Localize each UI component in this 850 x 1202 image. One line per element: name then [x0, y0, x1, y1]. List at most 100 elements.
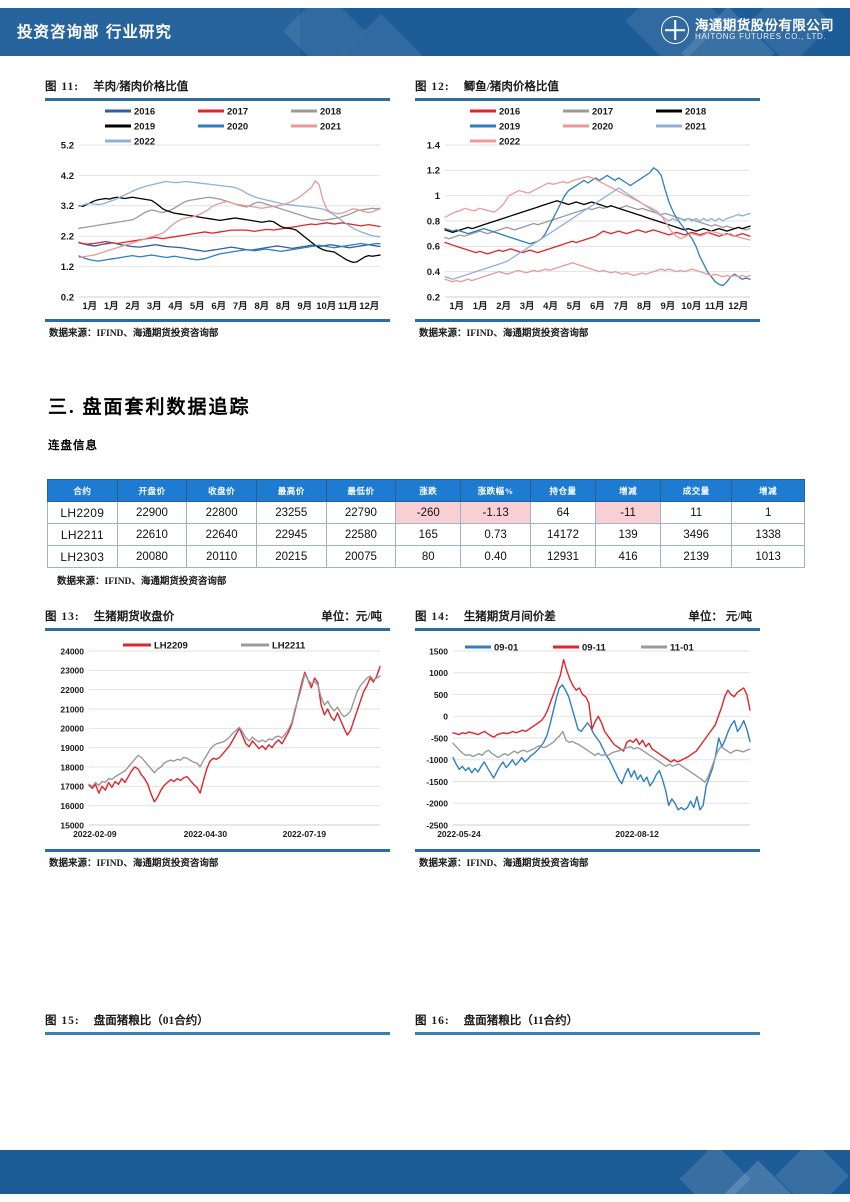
- svg-text:12月: 12月: [728, 301, 748, 312]
- svg-text:1月: 1月: [473, 301, 488, 312]
- figure-12-source-rule: [415, 319, 760, 322]
- figure-16-label: 盘面猪粮比（11合约）: [463, 1015, 579, 1027]
- svg-text:2022-02-09: 2022-02-09: [73, 829, 117, 839]
- svg-text:1月: 1月: [82, 301, 97, 312]
- table-col-header-5: 涨跌: [395, 479, 462, 502]
- figure-13-plot: 15000 16000 17000 18000 19000 20000 21000 22000…: [45, 631, 390, 849]
- table-col-header-4: 最低价: [325, 479, 397, 502]
- svg-text:4月: 4月: [168, 301, 183, 312]
- table-cell: -11: [595, 501, 662, 524]
- figure-12-plot: 0.2 0.4 0.6 0.8 1 1.2 1.4 1月 1月 2月 3月 4月 5月 6月 7月 8月 9月 1…: [415, 101, 760, 319]
- svg-text:1月: 1月: [449, 301, 464, 312]
- svg-text:LH2209: LH2209: [154, 641, 188, 652]
- figure-11-plot: 0.2 1.2 2.2 3.2 4.2 5.2 1月 1月 2月 3月 4月 5月 6月 7月 8月 8月 9月…: [45, 101, 390, 319]
- table-col-header-8: 增减: [595, 479, 662, 502]
- figure-14-label: 生猪期货月间价差: [463, 611, 556, 623]
- table-col-header-2: 收盘价: [186, 479, 257, 502]
- svg-text:12月: 12月: [359, 301, 379, 312]
- figure-15: 图 15: 盘面猪粮比（01合约）: [45, 1012, 390, 1035]
- svg-text:1.4: 1.4: [427, 140, 441, 151]
- table-cell: 1: [731, 501, 805, 524]
- figure-13: 图 13: 生猪期货收盘价 单位：元/吨 15000 16000 17000 1800…: [45, 608, 390, 869]
- svg-text:1: 1: [435, 191, 441, 202]
- section-heading: 三. 盘面套利数据追踪: [48, 397, 251, 418]
- svg-text:2022-04-30: 2022-04-30: [184, 829, 228, 839]
- svg-text:0.2: 0.2: [427, 292, 440, 303]
- svg-text:2017: 2017: [227, 107, 248, 118]
- svg-text:24000: 24000: [60, 646, 84, 656]
- svg-text:5月: 5月: [567, 301, 582, 312]
- table-col-header-0: 合约: [47, 479, 118, 502]
- table-cell: 64: [529, 501, 597, 524]
- table-cell: 22800: [186, 501, 257, 524]
- svg-text:1.2: 1.2: [427, 166, 440, 177]
- figure-13-source-rule: [45, 849, 390, 852]
- svg-text:1.2: 1.2: [61, 262, 74, 273]
- figure-14: 图 14: 生猪期货月间价差 单位： 元/吨 -2500 -2000 -1500 -1…: [415, 608, 760, 869]
- svg-text:2021: 2021: [320, 122, 342, 133]
- table-cell: 0.73: [460, 523, 531, 546]
- figure-14-source: 数据来源：IFIND、海通期货投资咨询部: [419, 858, 589, 869]
- figure-11-rule: [45, 98, 390, 101]
- table-cell: 22945: [255, 523, 327, 546]
- svg-text:1月: 1月: [104, 301, 119, 312]
- svg-text:0.8: 0.8: [427, 216, 440, 227]
- svg-text:10月: 10月: [681, 301, 701, 312]
- figure-14-source-rule: [415, 849, 760, 852]
- footer-diamond-decoration: [775, 1150, 849, 1194]
- table-row: LH2211 22610 22640 22945 22580 165 0.73 14172 13…: [47, 523, 805, 546]
- svg-text:3月: 3月: [520, 301, 535, 312]
- figure-12: 图 12: 鲫鱼/猪肉价格比值 0.2 0.4 0.6 0.8 1 1.2 1.4 1月 1月 2…: [415, 78, 760, 339]
- table-cell-contract: LH2303: [47, 545, 118, 568]
- figure-15-rule: [45, 1032, 390, 1035]
- figure-13-label: 生猪期货收盘价: [93, 611, 175, 623]
- table-cell: 2139: [660, 545, 733, 568]
- svg-text:2022: 2022: [134, 137, 155, 148]
- haitong-globe-icon: [661, 16, 689, 44]
- svg-text:2022-08-12: 2022-08-12: [615, 829, 659, 839]
- figure-11-title: 图 11: 羊肉/猪肉价格比值: [45, 78, 390, 94]
- svg-text:2021: 2021: [685, 122, 707, 133]
- svg-text:-500: -500: [431, 733, 448, 743]
- svg-text:2017: 2017: [592, 107, 613, 118]
- svg-text:11月: 11月: [705, 301, 725, 312]
- svg-text:22000: 22000: [60, 685, 84, 695]
- figure-15-label: 盘面猪粮比（01合约）: [93, 1015, 209, 1027]
- figure-13-number: 图 13:: [45, 611, 80, 623]
- figure-13-source: 数据来源：IFIND、海通期货投资咨询部: [49, 858, 219, 869]
- figure-16-number: 图 16:: [415, 1015, 450, 1027]
- svg-text:2022: 2022: [499, 137, 520, 148]
- svg-text:500: 500: [434, 690, 448, 700]
- table-cell: 22790: [325, 501, 397, 524]
- svg-text:18000: 18000: [60, 762, 84, 772]
- figure-15-number: 图 15:: [45, 1015, 80, 1027]
- svg-text:19000: 19000: [60, 743, 84, 753]
- table-cell: 3496: [660, 523, 733, 546]
- figure-16-title: 图 16: 盘面猪粮比（11合约）: [415, 1012, 760, 1028]
- svg-text:0.4: 0.4: [427, 267, 441, 278]
- svg-text:5.2: 5.2: [61, 140, 74, 151]
- figure-12-number: 图 12:: [415, 81, 450, 93]
- svg-text:6月: 6月: [590, 301, 605, 312]
- svg-text:2022-05-24: 2022-05-24: [437, 829, 481, 839]
- table-cell-contract: LH2211: [47, 523, 118, 546]
- svg-text:7月: 7月: [614, 301, 629, 312]
- svg-text:09-01: 09-01: [494, 643, 519, 654]
- header-title: 投资咨询部 行业研究: [17, 23, 172, 41]
- table-row: LH2209 22900 22800 23255 22790 -260 -1.13 64 -11…: [47, 501, 805, 524]
- table-cell: 0.40: [460, 545, 531, 568]
- table-col-header-1: 开盘价: [116, 479, 188, 502]
- table-source-note: 数据来源：IFIND、海通期货投资咨询部: [57, 577, 227, 587]
- figure-13-unit: 单位：元/吨: [321, 611, 382, 623]
- svg-text:2018: 2018: [320, 107, 341, 118]
- header-band: [0, 8, 300, 56]
- table-row: LH2303 20080 20110 20215 20075 80 0.40 12931 416…: [47, 545, 805, 568]
- svg-text:0: 0: [443, 712, 448, 722]
- svg-text:-2000: -2000: [426, 799, 448, 809]
- svg-text:11月: 11月: [338, 301, 358, 312]
- figure-12-label: 鲫鱼/猪肉价格比值: [463, 81, 559, 93]
- section-subheading: 连盘信息: [48, 440, 98, 452]
- figure-13-title: 图 13: 生猪期货收盘价 单位：元/吨: [45, 608, 390, 624]
- table-col-header-10: 增减: [731, 479, 805, 502]
- figure-12-title: 图 12: 鲫鱼/猪肉价格比值: [415, 78, 760, 94]
